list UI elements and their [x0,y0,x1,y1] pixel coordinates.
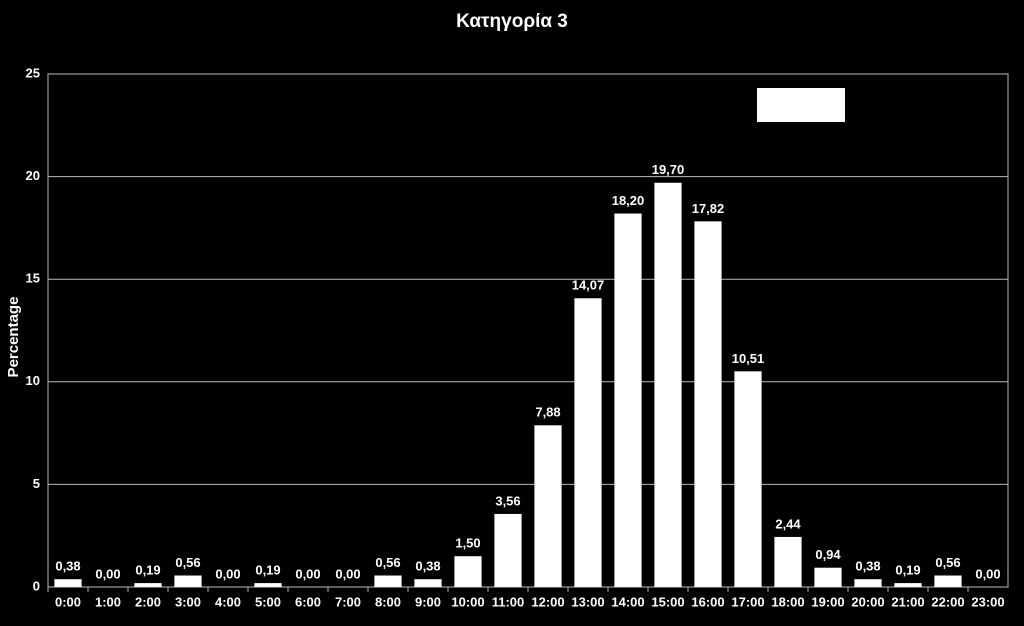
chart-title: Κατηγορία 3 [456,11,568,32]
value-label: 1,50 [455,536,480,551]
x-tick-label: 11:00 [492,594,525,609]
value-label: 0,38 [415,559,440,574]
bar [694,221,722,587]
x-tick-label: 22:00 [931,594,964,609]
x-tick-label: 20:00 [851,594,884,609]
value-label: 0,00 [335,566,360,581]
x-tick-label: 9:00 [415,594,441,609]
bar [934,575,962,587]
value-label: 2,44 [775,516,801,531]
value-label: 14,07 [572,278,605,293]
bar [454,556,482,587]
x-tick-label: 15:00 [651,594,684,609]
x-tick-label: 13:00 [571,594,604,609]
y-tick-label: 15 [26,271,40,286]
bar [574,298,602,587]
value-label: 0,56 [375,555,400,570]
value-label: 0,00 [95,566,120,581]
value-label: 17,82 [692,201,725,216]
x-tick-label: 2:00 [135,594,161,609]
x-tick-label: 14:00 [611,594,644,609]
y-tick-label: 0 [33,578,40,593]
x-tick-label: 10:00 [451,594,484,609]
bar [174,575,202,587]
bar [134,583,162,587]
x-tick-label: 4:00 [215,594,241,609]
bar [414,579,442,587]
bar [534,425,562,587]
x-tick-label: 12:00 [531,594,564,609]
bar [894,583,922,587]
value-label: 0,94 [815,547,841,562]
bar [774,536,802,587]
value-label: 0,19 [255,563,280,578]
y-tick-label: 25 [26,65,40,80]
value-label: 0,19 [135,563,160,578]
value-label: 3,56 [495,493,520,508]
value-label: 7,88 [535,405,560,420]
x-tick-label: 3:00 [175,594,201,609]
x-tick-label: 23:00 [971,594,1004,609]
bar [614,213,642,587]
x-tick-label: 19:00 [811,594,844,609]
legend-box [757,88,845,122]
x-tick-label: 16:00 [691,594,724,609]
x-tick-label: 8:00 [375,594,401,609]
x-tick-label: 21:00 [891,594,924,609]
value-label: 0,38 [855,559,880,574]
y-axis-label: Percentage [5,297,22,378]
x-tick-label: 6:00 [295,594,321,609]
value-label: 0,38 [55,559,80,574]
bar [254,583,282,587]
value-label: 0,19 [895,563,920,578]
bar [374,575,402,587]
bar [814,567,842,587]
value-label: 0,56 [175,555,200,570]
x-tick-label: 7:00 [335,594,361,609]
value-label: 19,70 [652,162,685,177]
bar [734,371,762,587]
x-tick-label: 18:00 [771,594,804,609]
x-tick-label: 5:00 [255,594,281,609]
bar [54,579,82,587]
bar [494,513,522,587]
x-tick-label: 17:00 [731,594,764,609]
y-tick-label: 5 [33,476,40,491]
y-tick-label: 10 [26,373,40,388]
x-tick-label: 1:00 [95,594,121,609]
value-label: 0,00 [975,566,1000,581]
bar [854,579,882,587]
bar [654,182,682,588]
value-label: 10,51 [732,351,765,366]
value-label: 0,00 [295,566,320,581]
x-tick-label: 0:00 [55,594,81,609]
y-tick-label: 20 [26,168,40,183]
value-label: 0,00 [215,566,240,581]
value-label: 18,20 [612,193,645,208]
value-label: 0,56 [935,555,960,570]
